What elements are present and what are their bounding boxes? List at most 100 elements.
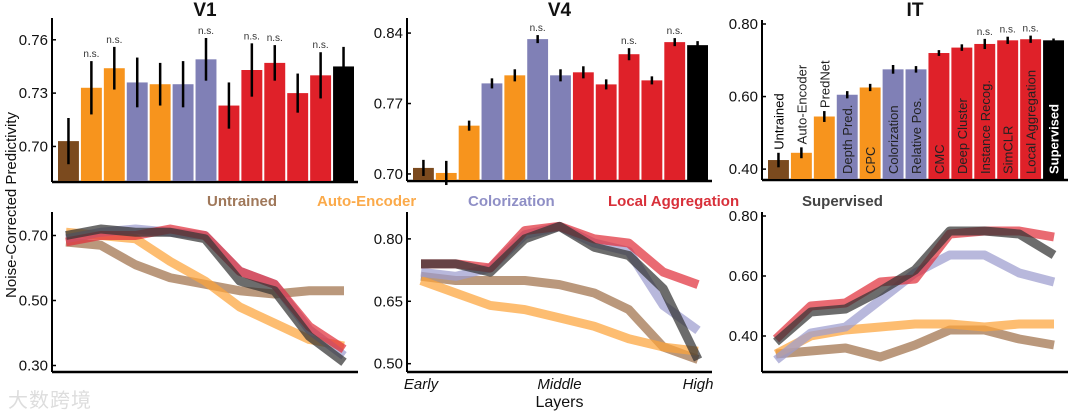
bar-simclr: [287, 93, 309, 181]
line-untrained: [775, 325, 1055, 362]
bar-label-relative-pos: Relative Pos.: [909, 97, 924, 174]
ns-label: n.s.: [106, 35, 122, 46]
y-tick-label: 0.80: [374, 231, 403, 248]
bar-supervised: [333, 66, 354, 181]
panel-line-it: 0.40 0.60 0.80: [729, 208, 1068, 374]
bar-cpc: [504, 75, 526, 180]
bar-label-deep-cluster: Deep Cluster: [955, 97, 970, 174]
bar-label-supervised: Supervised: [1047, 104, 1062, 174]
bar-supervised: [687, 45, 708, 180]
bar-relative-pos: [905, 69, 927, 179]
bar-label-simclr: SimCLR: [1001, 126, 1016, 174]
bar-label-cpc: CPC: [863, 147, 878, 174]
y-tick-label: 0.70: [19, 138, 48, 155]
ns-label: n.s.: [83, 49, 99, 60]
ns-label: n.s.: [1023, 24, 1039, 35]
ns-label: n.s.: [198, 26, 214, 37]
bar-deep-cluster: [241, 70, 263, 181]
y-tick-label: 0.80: [729, 16, 758, 33]
panel-bar-it: 0.40 0.60 0.80 IT Untrained Auto-Encoder PredN…: [729, 0, 1068, 182]
ns-label: n.s.: [977, 27, 993, 38]
bar-auto-encoder: [790, 152, 812, 179]
watermark: 大数跨境: [8, 388, 92, 412]
bar-prednet: [458, 125, 480, 180]
line-supervised: [65, 224, 347, 366]
bar-cpc: [149, 84, 171, 181]
bar-depth-pred: [481, 83, 503, 180]
panel-line-v1: 0.30 0.50 0.70: [19, 212, 358, 375]
bar-depth-pred: [836, 94, 858, 179]
y-tick-label: 0.50: [19, 293, 48, 310]
legend-auto-encoder: Auto-Encoder: [317, 193, 416, 210]
panel-title: V4: [548, 0, 572, 21]
bar-cmc: [928, 53, 950, 179]
y-tick-label: 0.60: [729, 89, 758, 106]
bar-cmc: [572, 72, 594, 180]
y-tick-label: 0.30: [19, 358, 48, 375]
panel-bar-v1: 0.70 0.73 0.76 V1 n.s. n.s. n.s. n.s. n.s. n.s.: [19, 0, 358, 184]
bar-label-local-aggregation: Local Aggregation: [1024, 70, 1039, 174]
x-axis-label: Layers: [535, 394, 583, 411]
bar-label-colorization: Colorization: [886, 105, 901, 174]
ns-label: n.s.: [267, 33, 283, 44]
legend-local-aggregation: Local Aggregation: [608, 193, 739, 210]
ns-label: n.s.: [1000, 25, 1016, 36]
y-tick-label: 0.84: [374, 25, 403, 42]
bar-prednet: [103, 68, 125, 181]
line-untrained: [420, 271, 700, 364]
bar-label-prednet: PredNet: [817, 60, 832, 108]
ns-label: n.s.: [244, 31, 260, 42]
bar-label-cmc: CMC: [932, 144, 947, 174]
y-tick-label: 0.50: [374, 356, 403, 373]
bar-relative-pos: [195, 59, 217, 182]
bar-deep-cluster: [595, 84, 617, 180]
y-tick-label: 0.76: [19, 32, 48, 49]
bar-depth-pred: [126, 82, 148, 181]
y-tick-label: 0.40: [729, 161, 758, 178]
panel-title: IT: [907, 0, 924, 21]
bar-label-untrained: Untrained: [771, 93, 786, 149]
y-tick-label: 0.80: [729, 208, 758, 225]
bar-instance-recog: [974, 43, 996, 179]
bar-simclr: [997, 40, 1019, 180]
y-tick-label: 0.70: [374, 166, 403, 183]
panel-title: V1: [193, 0, 217, 21]
ns-label: n.s.: [621, 36, 637, 47]
bar-cmc: [218, 105, 240, 181]
bar-label-auto-encoder: Auto-Encoder: [794, 64, 809, 144]
bar-relative-pos: [550, 75, 571, 180]
ns-label: n.s.: [313, 40, 329, 51]
line-auto-encoder: [419, 276, 699, 356]
x-tick-label-early: Early: [404, 376, 440, 393]
bar-deep-cluster: [951, 47, 973, 180]
legend-untrained: Untrained: [207, 193, 277, 210]
bar-cpc: [859, 87, 881, 179]
bar-label-depth-pred: Depth Pred.: [840, 105, 855, 174]
bar-supervised: [1043, 40, 1064, 180]
line-supervised: [421, 221, 703, 362]
bar-label-instance-recog: Instance Recog.: [978, 80, 993, 174]
legend-supervised: Supervised: [802, 193, 883, 210]
bar-simclr: [641, 80, 663, 180]
bar-local-aggregation: [310, 75, 332, 181]
panel-line-v4: 0.50 0.65 0.80 Early Middle High Layers: [374, 212, 714, 411]
bar-untrained: [768, 160, 789, 179]
bar-prednet: [813, 116, 835, 179]
x-tick-label-high: High: [683, 376, 714, 393]
bar-instance-recog: [264, 62, 286, 182]
y-tick-label: 0.65: [374, 293, 403, 310]
bar-local-aggregation: [1020, 39, 1042, 179]
y-tick-label: 0.60: [729, 268, 758, 285]
y-tick-label: 0.40: [729, 328, 758, 345]
bar-colorization: [882, 69, 904, 179]
bar-colorization: [172, 84, 194, 181]
x-tick-label-middle: Middle: [537, 376, 581, 393]
bar-colorization: [527, 39, 549, 181]
y-axis-label: Noise-Corrected Predictivity: [3, 112, 20, 298]
bar-auto-encoder: [80, 87, 102, 181]
y-tick-label: 0.73: [19, 85, 48, 102]
line-supervised: [773, 226, 1057, 346]
bar-local-aggregation: [664, 42, 686, 180]
